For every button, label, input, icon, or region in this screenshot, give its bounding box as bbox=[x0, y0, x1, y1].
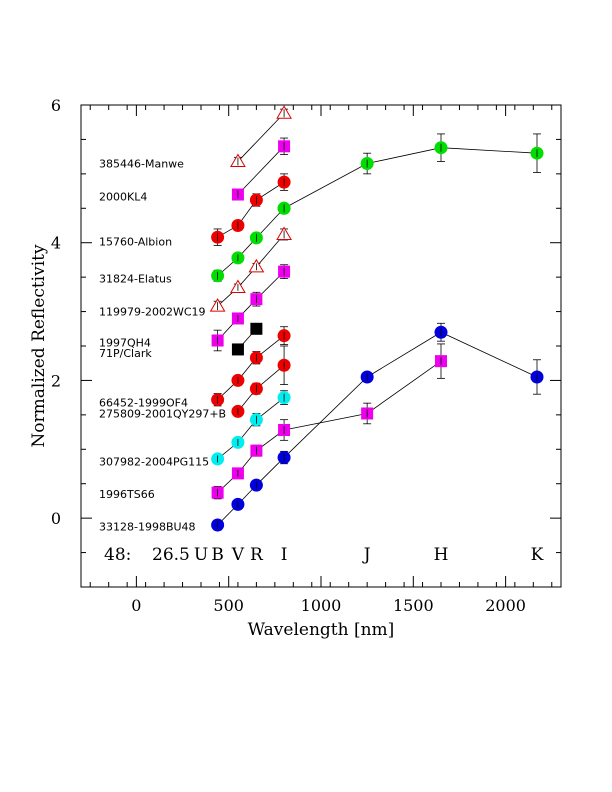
series-label: 307982-2004PG115 bbox=[99, 456, 209, 469]
y-axis-label: Normalized Reflectivity bbox=[29, 244, 49, 448]
series-label: 33128-1998BU48 bbox=[99, 520, 196, 533]
y-tick-label: 6 bbox=[51, 96, 61, 115]
axes: 0 500 1000 1500 2000 0 2 4 6 bbox=[51, 96, 561, 615]
series-label: 1996TS66 bbox=[99, 488, 155, 501]
series-line bbox=[217, 360, 442, 493]
band-row: 48: 26.5 U B V R I J H K bbox=[104, 545, 544, 565]
series-line bbox=[237, 146, 285, 195]
band-label: B bbox=[211, 545, 224, 565]
band-label: I bbox=[281, 545, 288, 565]
series-label: 66452-1999OF4 bbox=[99, 396, 188, 409]
series-label: 275809-2001QY297+B bbox=[99, 407, 226, 420]
series-line bbox=[217, 181, 285, 238]
series-66452-1999of4 bbox=[211, 326, 291, 407]
band-label: V bbox=[231, 545, 245, 565]
x-tick-label: 0 bbox=[131, 596, 141, 615]
series-1997qh4 bbox=[211, 264, 291, 352]
x-tick-label: 2000 bbox=[485, 596, 526, 615]
series-385446-manwe bbox=[230, 105, 292, 167]
y-tick-label: 4 bbox=[51, 234, 61, 253]
series-line bbox=[217, 397, 285, 460]
band-label: J bbox=[362, 545, 371, 565]
series-line bbox=[217, 208, 285, 277]
band-row-magnitude: 26.5 bbox=[152, 545, 190, 565]
series-2000kl4 bbox=[231, 137, 291, 201]
series-275809-2001qy297-b bbox=[231, 345, 291, 418]
series-31824-elatus bbox=[211, 201, 291, 283]
series-label: 2000KL4 bbox=[99, 191, 147, 204]
y-tick-label: 2 bbox=[51, 371, 61, 390]
series-33128-1998bu48 bbox=[211, 322, 544, 532]
x-tick-label: 1000 bbox=[301, 596, 342, 615]
series-line bbox=[217, 271, 285, 341]
series-line bbox=[217, 234, 285, 307]
series-labels: 385446-Manwe 2000KL4 15760-Albion 31824-Ela… bbox=[99, 158, 226, 534]
x-tick-label: 500 bbox=[213, 596, 244, 615]
series-label: 119979-2002WC19 bbox=[99, 306, 206, 319]
series-line bbox=[217, 335, 285, 400]
series-label: 385446-Manwe bbox=[99, 158, 184, 171]
series-15760-albion bbox=[211, 173, 291, 246]
plot-frame bbox=[80, 104, 562, 588]
series-307982-2004pg115 bbox=[211, 390, 291, 466]
series-series bbox=[277, 133, 544, 215]
series-71p-clark bbox=[231, 322, 263, 356]
band-row-prefix: 48: bbox=[104, 545, 131, 565]
x-axis-label: Wavelength [nm] bbox=[248, 620, 395, 640]
series-label: 71P/Clark bbox=[99, 347, 152, 360]
series-label: 31824-Elatus bbox=[99, 273, 172, 286]
series-line bbox=[217, 331, 538, 526]
series-label: 1997QH4 bbox=[99, 337, 151, 350]
band-label: H bbox=[434, 545, 449, 565]
band-label: R bbox=[250, 545, 264, 565]
series-1996ts66 bbox=[211, 343, 447, 500]
series-119979-2002wc19 bbox=[209, 226, 292, 312]
series-line bbox=[237, 112, 285, 162]
series-line bbox=[283, 147, 538, 209]
series-group bbox=[209, 105, 544, 532]
series-label: 15760-Albion bbox=[99, 235, 172, 248]
x-tick-label: 1500 bbox=[393, 596, 434, 615]
band-label: U bbox=[194, 545, 208, 565]
y-tick-label: 0 bbox=[51, 509, 61, 528]
band-label: K bbox=[531, 545, 544, 565]
